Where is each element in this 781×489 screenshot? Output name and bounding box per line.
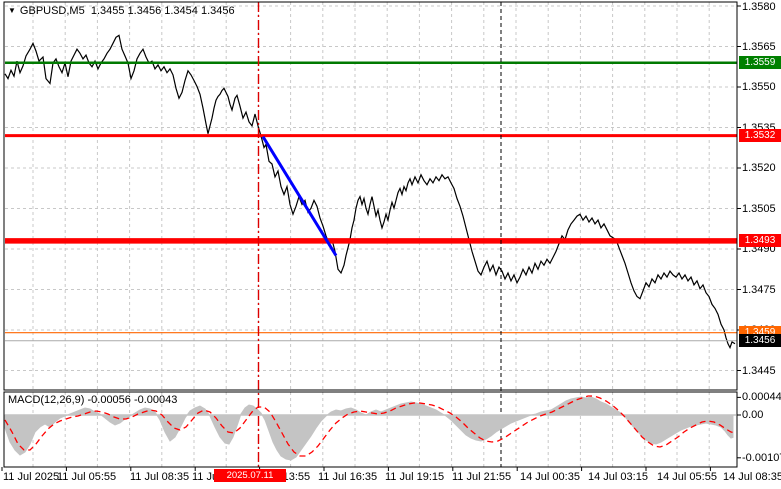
price-axis-label: 1.3505 — [742, 202, 776, 215]
macd-name: MACD(12,26,9) — [8, 394, 85, 406]
price-axis-label: 1.3445 — [742, 364, 776, 377]
price-axis-label: 1.3565 — [742, 40, 776, 53]
symbol-label: GBPUSD,M5 — [19, 5, 85, 17]
price-axis-label: 1.3475 — [742, 283, 776, 296]
symbol-dropdown-icon: ▼ — [8, 6, 16, 15]
price-level-badge: 1.3493 — [739, 234, 781, 248]
symbol-quote-row: ▼ GBPUSD,M5 1.3455 1.3456 1.3454 1.3456 — [8, 5, 235, 17]
time-axis-label: 14 Jul 05:55 — [657, 471, 717, 483]
macd-axis-label: 0.00 — [742, 409, 764, 421]
quote-values: 1.3455 1.3456 1.3454 1.3456 — [90, 5, 235, 17]
time-axis-label: 11 Jul 21:55 — [452, 471, 512, 483]
time-axis-label: 11 Jul 08:35 — [130, 471, 190, 483]
macd-axis-label: 0.00044 — [742, 391, 781, 404]
price-level-badge: 1.3532 — [739, 129, 781, 143]
time-axis-label: 14 Jul 00:35 — [520, 471, 580, 483]
time-axis-label: 11 Jul 2025 — [3, 471, 60, 483]
time-axis-label: 14 Jul 03:15 — [588, 471, 648, 483]
macd-indicator-label: MACD(12,26,9) -0.00056 -0.00043 — [8, 394, 177, 406]
price-axis-label: 1.3550 — [742, 81, 776, 93]
price-axis-label: 1.3580 — [742, 1, 776, 13]
price-level-badge: 1.3456 — [739, 334, 781, 348]
price-level-badge: 1.3559 — [739, 56, 781, 70]
price-axis-label: 1.3520 — [742, 162, 776, 174]
macd-values: -0.00056 -0.00043 — [87, 394, 178, 406]
time-cursor-badge: 2025.07.11 13:55 — [214, 469, 286, 482]
time-axis-label: 14 Jul 08:35 — [723, 471, 781, 483]
time-axis-label: 11 Jul 19:15 — [385, 471, 445, 483]
macd-axis-label: -0.00107 — [742, 451, 781, 464]
time-axis-label: 11 Jul 05:55 — [57, 471, 117, 483]
time-axis-label: 11 Jul 16:35 — [318, 471, 378, 483]
